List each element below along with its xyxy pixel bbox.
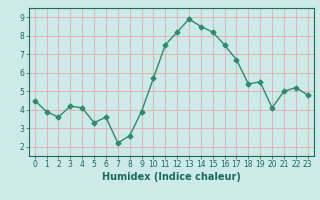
X-axis label: Humidex (Indice chaleur): Humidex (Indice chaleur) (102, 172, 241, 182)
